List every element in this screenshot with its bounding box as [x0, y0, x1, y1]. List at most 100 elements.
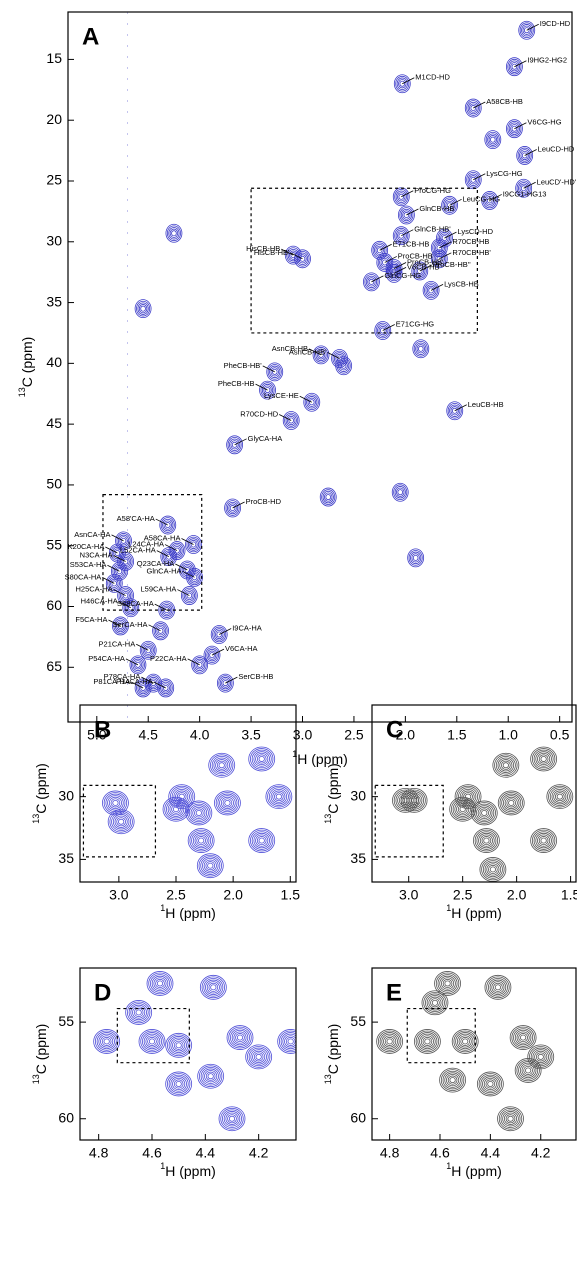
- contour-ring: [376, 253, 394, 272]
- contour-ring: [261, 383, 274, 397]
- contour-ring: [288, 417, 295, 424]
- peak-label: R70CB-HB: [452, 237, 489, 246]
- label-leader: [371, 275, 384, 283]
- contour-ring: [396, 487, 405, 497]
- peak-label: ProCB-HB'': [433, 260, 471, 269]
- contour-ring: [215, 792, 240, 814]
- contour-ring: [314, 347, 329, 363]
- contour-ring: [447, 1075, 458, 1085]
- contour-ring: [130, 1004, 147, 1021]
- contour-ring: [405, 792, 423, 809]
- panel-label: B: [94, 716, 111, 743]
- contour-ring: [187, 828, 215, 853]
- contour-ring: [172, 1077, 186, 1091]
- contour-ring: [318, 351, 324, 358]
- contour-ring: [518, 1061, 539, 1080]
- x-label-nucleus: 1: [160, 1161, 165, 1171]
- contour-ring: [170, 1076, 187, 1092]
- contour-ring: [399, 80, 406, 87]
- contour-ring: [421, 990, 449, 1016]
- contour-ring: [407, 794, 421, 807]
- label-leader: [430, 284, 444, 291]
- contour-ring: [94, 1030, 119, 1053]
- peak-label: LeuCG-HG: [463, 194, 501, 203]
- contour-ring: [540, 837, 547, 844]
- y-axis-label: 13C (ppm): [323, 1024, 340, 1085]
- contour-ring: [198, 837, 205, 844]
- contour-ring: [475, 805, 493, 821]
- y-tick-label: 60: [350, 1109, 366, 1125]
- contour-ring: [371, 240, 389, 260]
- contour-ring: [502, 1111, 519, 1127]
- contour-ring: [198, 1065, 223, 1088]
- peak-label: E71CB-HB: [393, 239, 430, 248]
- contour-ring: [397, 231, 406, 241]
- contour-ring: [432, 250, 447, 267]
- contour-ring: [171, 230, 177, 237]
- contour-ring: [117, 622, 124, 629]
- contour-ring: [519, 183, 528, 193]
- contour-ring: [422, 1036, 433, 1046]
- label-leader: [393, 262, 407, 269]
- peak-label: V6CB-HB: [407, 262, 440, 271]
- contour-ring: [494, 984, 502, 991]
- contour-ring: [160, 681, 172, 695]
- label-leader: [118, 601, 131, 609]
- contour-ring: [119, 536, 128, 546]
- label-leader: [489, 194, 502, 201]
- x-tick-label: 2.5: [166, 887, 186, 903]
- contour-ring: [233, 1031, 247, 1044]
- contour-ring: [218, 1106, 246, 1132]
- contour-ring: [308, 399, 315, 406]
- contour-ring: [399, 207, 414, 223]
- contour-ring: [478, 832, 495, 849]
- peak-label: Q23CA-HA: [137, 559, 175, 568]
- peak-label: LeuCD-HD: [538, 144, 575, 153]
- contour-ring: [321, 489, 336, 505]
- contour-ring: [133, 1007, 144, 1017]
- contour-ring: [386, 1038, 393, 1045]
- frame: [79, 967, 297, 1141]
- contour-ring: [174, 547, 180, 554]
- label-leader: [181, 538, 194, 545]
- x-tick-label: 2.0: [507, 887, 527, 903]
- peak-label: M1CD-HD: [415, 73, 450, 82]
- contour-ring: [436, 244, 443, 251]
- contour-ring: [176, 792, 187, 802]
- contour-ring: [460, 1036, 471, 1046]
- contour-ring: [164, 522, 171, 529]
- contour-ring: [335, 356, 353, 376]
- contour-ring: [451, 407, 458, 414]
- contour-ring: [93, 1029, 121, 1054]
- contour-ring: [515, 178, 533, 198]
- contour-ring: [194, 658, 206, 672]
- label-leader: [156, 550, 169, 558]
- label-leader: [401, 190, 414, 198]
- contour-ring: [535, 1052, 546, 1062]
- contour-ring: [458, 787, 479, 806]
- x-label-nucleus: 1: [446, 903, 451, 913]
- peak-label: ProCB-HD: [246, 497, 282, 506]
- contour-ring: [391, 270, 397, 277]
- contour-ring: [395, 75, 410, 92]
- contour-ring: [426, 995, 444, 1011]
- contour-ring: [140, 684, 146, 691]
- contour-ring: [303, 392, 321, 412]
- contour-ring: [252, 1050, 266, 1064]
- contour-ring: [198, 854, 222, 877]
- contour-ring: [402, 210, 411, 220]
- contour-ring: [520, 150, 529, 161]
- label-leader: [327, 352, 340, 359]
- contour-ring: [251, 831, 272, 850]
- contour-ring: [435, 972, 460, 995]
- contour-ring: [216, 760, 227, 770]
- contour-ring: [454, 801, 471, 817]
- x-label-text: H (ppm): [451, 905, 502, 921]
- x-axis-label: 1H (ppm): [446, 903, 502, 920]
- label-leader: [155, 518, 168, 526]
- contour-ring: [196, 853, 224, 879]
- contour-ring: [185, 535, 202, 554]
- contour-ring: [122, 558, 129, 565]
- peak-label: L24CA-HA: [128, 540, 164, 549]
- contour-ring: [138, 1029, 166, 1054]
